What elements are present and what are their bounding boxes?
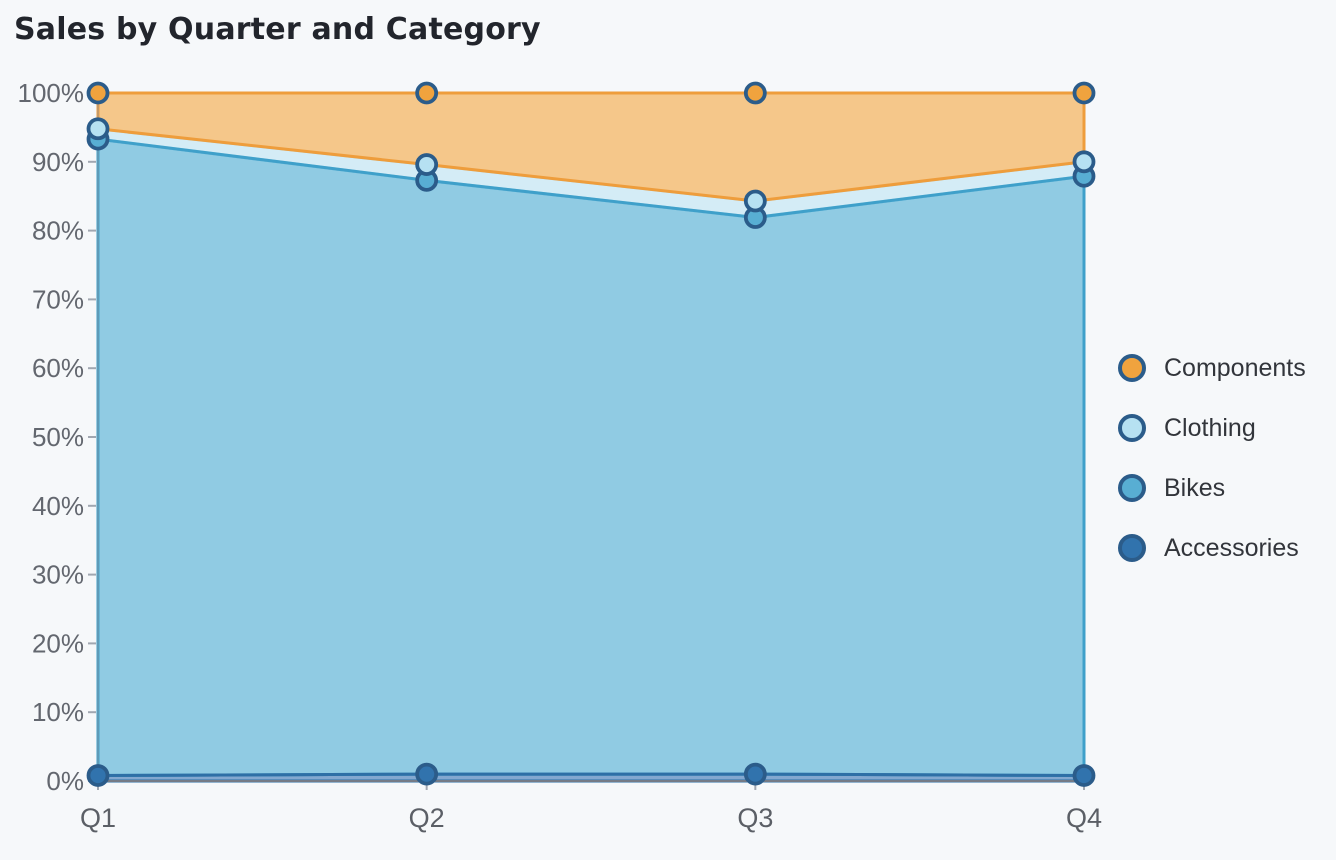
point-accessories-q2 — [415, 762, 439, 786]
x-tick-label: Q3 — [737, 803, 773, 833]
point-clothing-q3 — [743, 189, 767, 213]
y-tick-label: 50% — [32, 422, 84, 452]
y-tick-label: 100% — [18, 78, 85, 108]
legend-swatch-bikes-icon — [1118, 474, 1146, 502]
y-tick-label: 60% — [32, 353, 84, 383]
x-tick-label: Q2 — [409, 803, 445, 833]
legend-label: Accessories — [1164, 533, 1299, 562]
legend-item-accessories[interactable]: Accessories — [1118, 518, 1306, 578]
chart-title: Sales by Quarter and Category — [14, 12, 541, 47]
point-accessories-q1 — [86, 764, 110, 787]
point-components-q1 — [86, 81, 110, 105]
x-tick-label: Q4 — [1066, 803, 1102, 833]
area-bikes — [96, 137, 1086, 777]
x-tick-label: Q1 — [80, 803, 116, 833]
point-accessories-q4 — [1072, 764, 1096, 787]
point-components-q4 — [1072, 81, 1096, 105]
legend-label: Bikes — [1164, 473, 1226, 502]
point-components-q2 — [415, 81, 439, 105]
point-clothing-q1 — [86, 117, 110, 141]
y-tick-label: 70% — [32, 284, 84, 314]
y-tick-label: 80% — [32, 216, 84, 246]
y-tick-label: 20% — [32, 628, 84, 658]
legend-item-clothing[interactable]: Clothing — [1118, 398, 1306, 458]
y-tick-label: 0% — [46, 766, 84, 796]
legend: Components Clothing Bikes Accessories — [1118, 338, 1306, 578]
point-clothing-q4 — [1072, 150, 1096, 174]
point-accessories-q3 — [743, 762, 767, 786]
legend-label: Components — [1164, 353, 1306, 382]
line-accessories — [97, 772, 1085, 777]
legend-swatch-clothing-icon — [1118, 414, 1146, 442]
point-components-q3 — [743, 81, 767, 105]
point-clothing-q2 — [415, 153, 439, 176]
y-tick-label: 10% — [32, 697, 84, 727]
y-tick-label: 40% — [32, 491, 84, 521]
line-bikes — [97, 137, 1085, 220]
y-tick-label: 90% — [32, 147, 84, 177]
legend-swatch-components-icon — [1118, 354, 1146, 382]
legend-label: Clothing — [1164, 413, 1256, 442]
y-tick-label: 30% — [32, 560, 84, 590]
legend-item-components[interactable]: Components — [1118, 338, 1306, 398]
legend-swatch-accessories-icon — [1118, 534, 1146, 562]
legend-item-bikes[interactable]: Bikes — [1118, 458, 1306, 518]
